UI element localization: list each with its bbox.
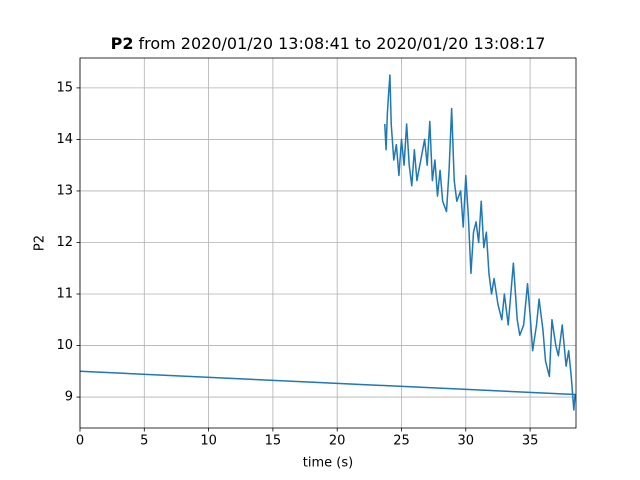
y-tick-label: 10 [56,338,73,353]
y-tick-label: 13 [56,183,73,198]
x-tick-label: 35 [522,434,539,449]
x-axis-label: time (s) [303,456,353,471]
title-bold: P2 [111,34,134,53]
x-tick-label: 15 [265,434,282,449]
x-tick-label: 10 [200,434,217,449]
y-tick-label: 11 [56,287,73,302]
x-tick-label: 25 [393,434,410,449]
x-tick-label: 0 [76,434,84,449]
title-text: from 2020/01/20 13:08:41 to 2020/01/20 1… [138,34,545,53]
y-tick-label: 12 [56,235,73,250]
data-line [80,74,576,411]
y-axis-label: P2 [33,235,48,251]
plot-frame [79,57,577,429]
y-tick-label: 9 [65,390,73,405]
x-tick-label: 20 [329,434,346,449]
x-tick-label: 5 [140,434,148,449]
y-tick-label: 14 [56,132,73,147]
y-tick-label: 15 [56,80,73,95]
x-tick-label: 30 [458,434,475,449]
chart-title: P2 from 2020/01/20 13:08:41 to 2020/01/20… [111,34,546,53]
